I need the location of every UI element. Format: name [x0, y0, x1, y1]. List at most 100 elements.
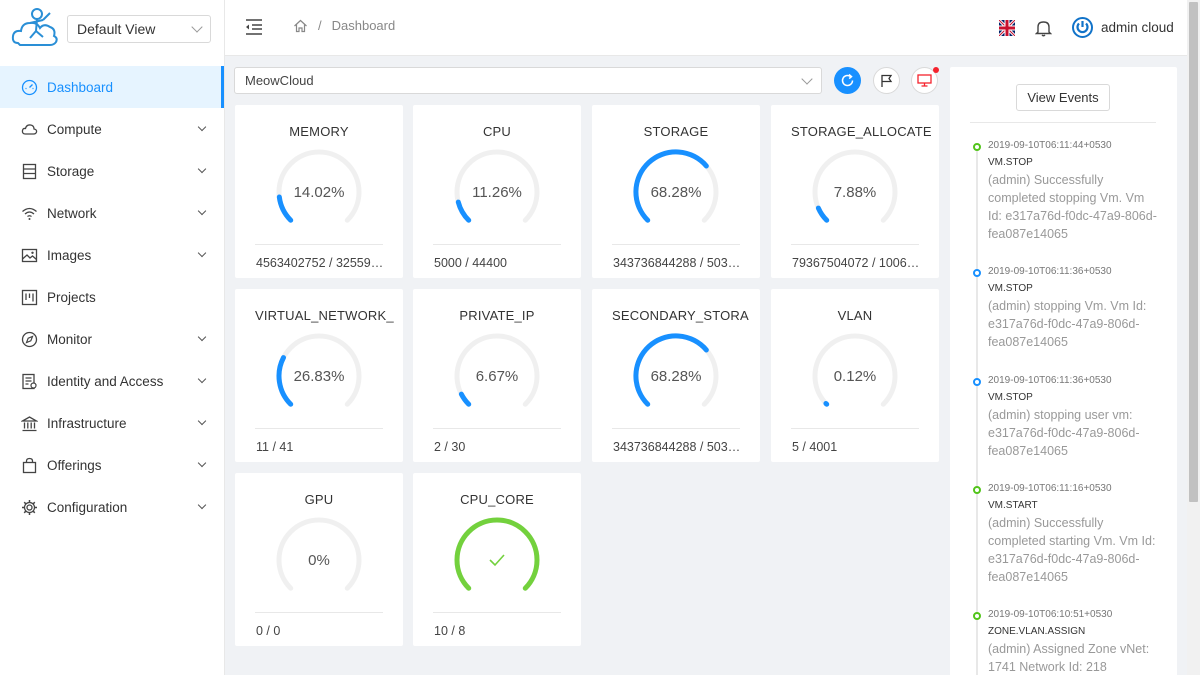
divider	[433, 244, 561, 245]
menu-fold-icon[interactable]	[244, 17, 264, 37]
divider	[612, 428, 740, 429]
sidebar-item-images[interactable]: Images	[0, 234, 224, 276]
gauge-percent-value: 14.02%	[293, 183, 345, 201]
gauge-percent: 14.02%	[274, 147, 364, 237]
uk-flag-icon[interactable]	[999, 20, 1015, 36]
settings-icon	[20, 498, 38, 516]
sidebar-item-compute[interactable]: Compute	[0, 108, 224, 150]
scrollbar-thumb[interactable]	[1189, 2, 1198, 502]
timeline-dot	[973, 486, 981, 494]
divider	[255, 244, 383, 245]
alert-dot	[933, 67, 939, 73]
sidebar-item-label: Offerings	[47, 457, 102, 473]
gauge-fill	[458, 391, 472, 407]
card-usage: 4563402752 / 32559…	[256, 256, 384, 270]
event-description: (admin) Successfully completed stopping …	[988, 173, 1157, 241]
gauge-track	[454, 149, 540, 223]
user-menu[interactable]: admin cloud	[1072, 17, 1174, 38]
card-title: STORAGE	[643, 124, 709, 139]
id-card-icon	[20, 372, 38, 390]
home-icon[interactable]	[293, 19, 308, 33]
timeline-line	[976, 145, 978, 675]
sidebar-item-storage[interactable]: Storage	[0, 150, 224, 192]
card-usage: 5 / 4001	[792, 440, 838, 454]
event-type: VM.STOP	[988, 392, 1033, 403]
view-events-button[interactable]: View Events	[1016, 84, 1110, 111]
card-usage: 79367504072 / 1006…	[792, 256, 920, 270]
gauge-track	[276, 517, 362, 591]
sidebar-item-projects[interactable]: Projects	[0, 276, 224, 318]
logo[interactable]	[10, 5, 60, 53]
card-usage: 2 / 30	[434, 440, 466, 454]
card-cpu: CPU 11.26% 5000 / 44400	[413, 105, 581, 278]
check-icon	[489, 554, 505, 567]
view-select[interactable]: Default View	[67, 14, 211, 43]
chevron-down-icon	[191, 20, 203, 33]
timeline-dot	[973, 143, 981, 151]
sidebar-item-label: Storage	[47, 163, 95, 179]
gauge-percent-value: 0%	[308, 551, 330, 569]
gauge-percent-value: 68.28%	[650, 183, 702, 201]
gauge-percent-value: 6.67%	[475, 367, 519, 385]
gauge-percent: 6.67%	[452, 331, 542, 421]
divider	[433, 612, 561, 613]
timeline-dot	[973, 378, 981, 386]
chevron-down-icon	[197, 500, 207, 510]
usage-gauge	[812, 149, 898, 223]
zone-select[interactable]: MeowCloud	[234, 67, 822, 94]
sidebar-item-label: Infrastructure	[47, 415, 127, 431]
sidebar-item-infrastructure[interactable]: Infrastructure	[0, 402, 224, 444]
usage-gauge	[454, 517, 540, 591]
gauge-percent-value: 7.88%	[833, 183, 877, 201]
sidebar-item-dashboard[interactable]: Dashboard	[0, 66, 224, 108]
sidebar-item-label: Dashboard	[47, 79, 114, 95]
view-select-value: Default View	[77, 20, 156, 37]
chevron-down-icon	[197, 248, 207, 258]
event-time: 2019-09-10T06:11:44+0530	[988, 140, 1112, 151]
gauge-percent	[452, 515, 542, 605]
divider	[791, 244, 919, 245]
shopping-icon	[20, 456, 38, 474]
gauge-fill	[633, 333, 709, 407]
zone-select-value: MeowCloud	[245, 73, 314, 88]
event-description: (admin) Successfully completed starting …	[988, 516, 1156, 584]
card-usage: 5000 / 44400	[434, 256, 507, 270]
chevron-down-icon	[801, 72, 813, 85]
gauge-percent: 68.28%	[631, 331, 721, 421]
refresh-button[interactable]	[834, 67, 861, 94]
event-type: VM.STOP	[988, 157, 1033, 168]
reload-icon	[841, 73, 854, 87]
timeline-dot	[973, 612, 981, 620]
card-virtual-network: VIRTUAL_NETWORK_ 26.83% 11 / 41	[235, 289, 403, 462]
page-scrollbar[interactable]	[1187, 0, 1200, 675]
sidebar-item-offerings[interactable]: Offerings	[0, 444, 224, 486]
divider	[791, 428, 919, 429]
top-header: / Dashboard admin cloud	[225, 0, 1187, 56]
card-title: CPU	[482, 124, 512, 139]
flag-button[interactable]	[873, 67, 900, 94]
sidebar-item-monitor[interactable]: Monitor	[0, 318, 224, 360]
event-time: 2019-09-10T06:11:36+0530	[988, 266, 1112, 277]
usage-gauge	[276, 517, 362, 591]
console-button[interactable]	[911, 67, 939, 94]
sidebar-item-label: Configuration	[47, 499, 128, 515]
gauge-fill	[455, 199, 472, 223]
sidebar: Default View Dashboard Compute Storage Netw…	[0, 0, 225, 675]
gauge-percent-value: 68.28%	[650, 367, 702, 385]
sidebar-item-label: Monitor	[47, 331, 93, 347]
gauge-fill	[454, 517, 540, 591]
sidebar-item-configuration[interactable]: Configuration	[0, 486, 224, 528]
sidebar-item-label: Compute	[47, 121, 102, 137]
sidebar-item-label: Network	[47, 205, 97, 221]
sidebar-item-identity-and-access[interactable]: Identity and Access	[0, 360, 224, 402]
sidebar-item-network[interactable]: Network	[0, 192, 224, 234]
card-title: CPU_CORE	[460, 492, 534, 507]
usage-gauge	[454, 149, 540, 223]
event-type: VM.STOP	[988, 283, 1033, 294]
gauge-percent: 26.83%	[274, 331, 364, 421]
gauge-fill	[633, 149, 709, 223]
usage-gauge	[633, 149, 719, 223]
compass-icon	[20, 330, 38, 348]
bell-icon[interactable]	[1035, 19, 1052, 37]
event-time: 2019-09-10T06:11:36+0530	[988, 375, 1112, 386]
